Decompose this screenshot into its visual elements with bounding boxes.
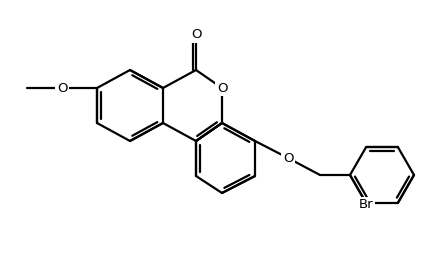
Text: O: O (217, 82, 227, 94)
Text: O: O (191, 28, 201, 42)
Text: Br: Br (359, 198, 373, 211)
Text: O: O (57, 82, 67, 94)
Text: O: O (283, 151, 293, 165)
